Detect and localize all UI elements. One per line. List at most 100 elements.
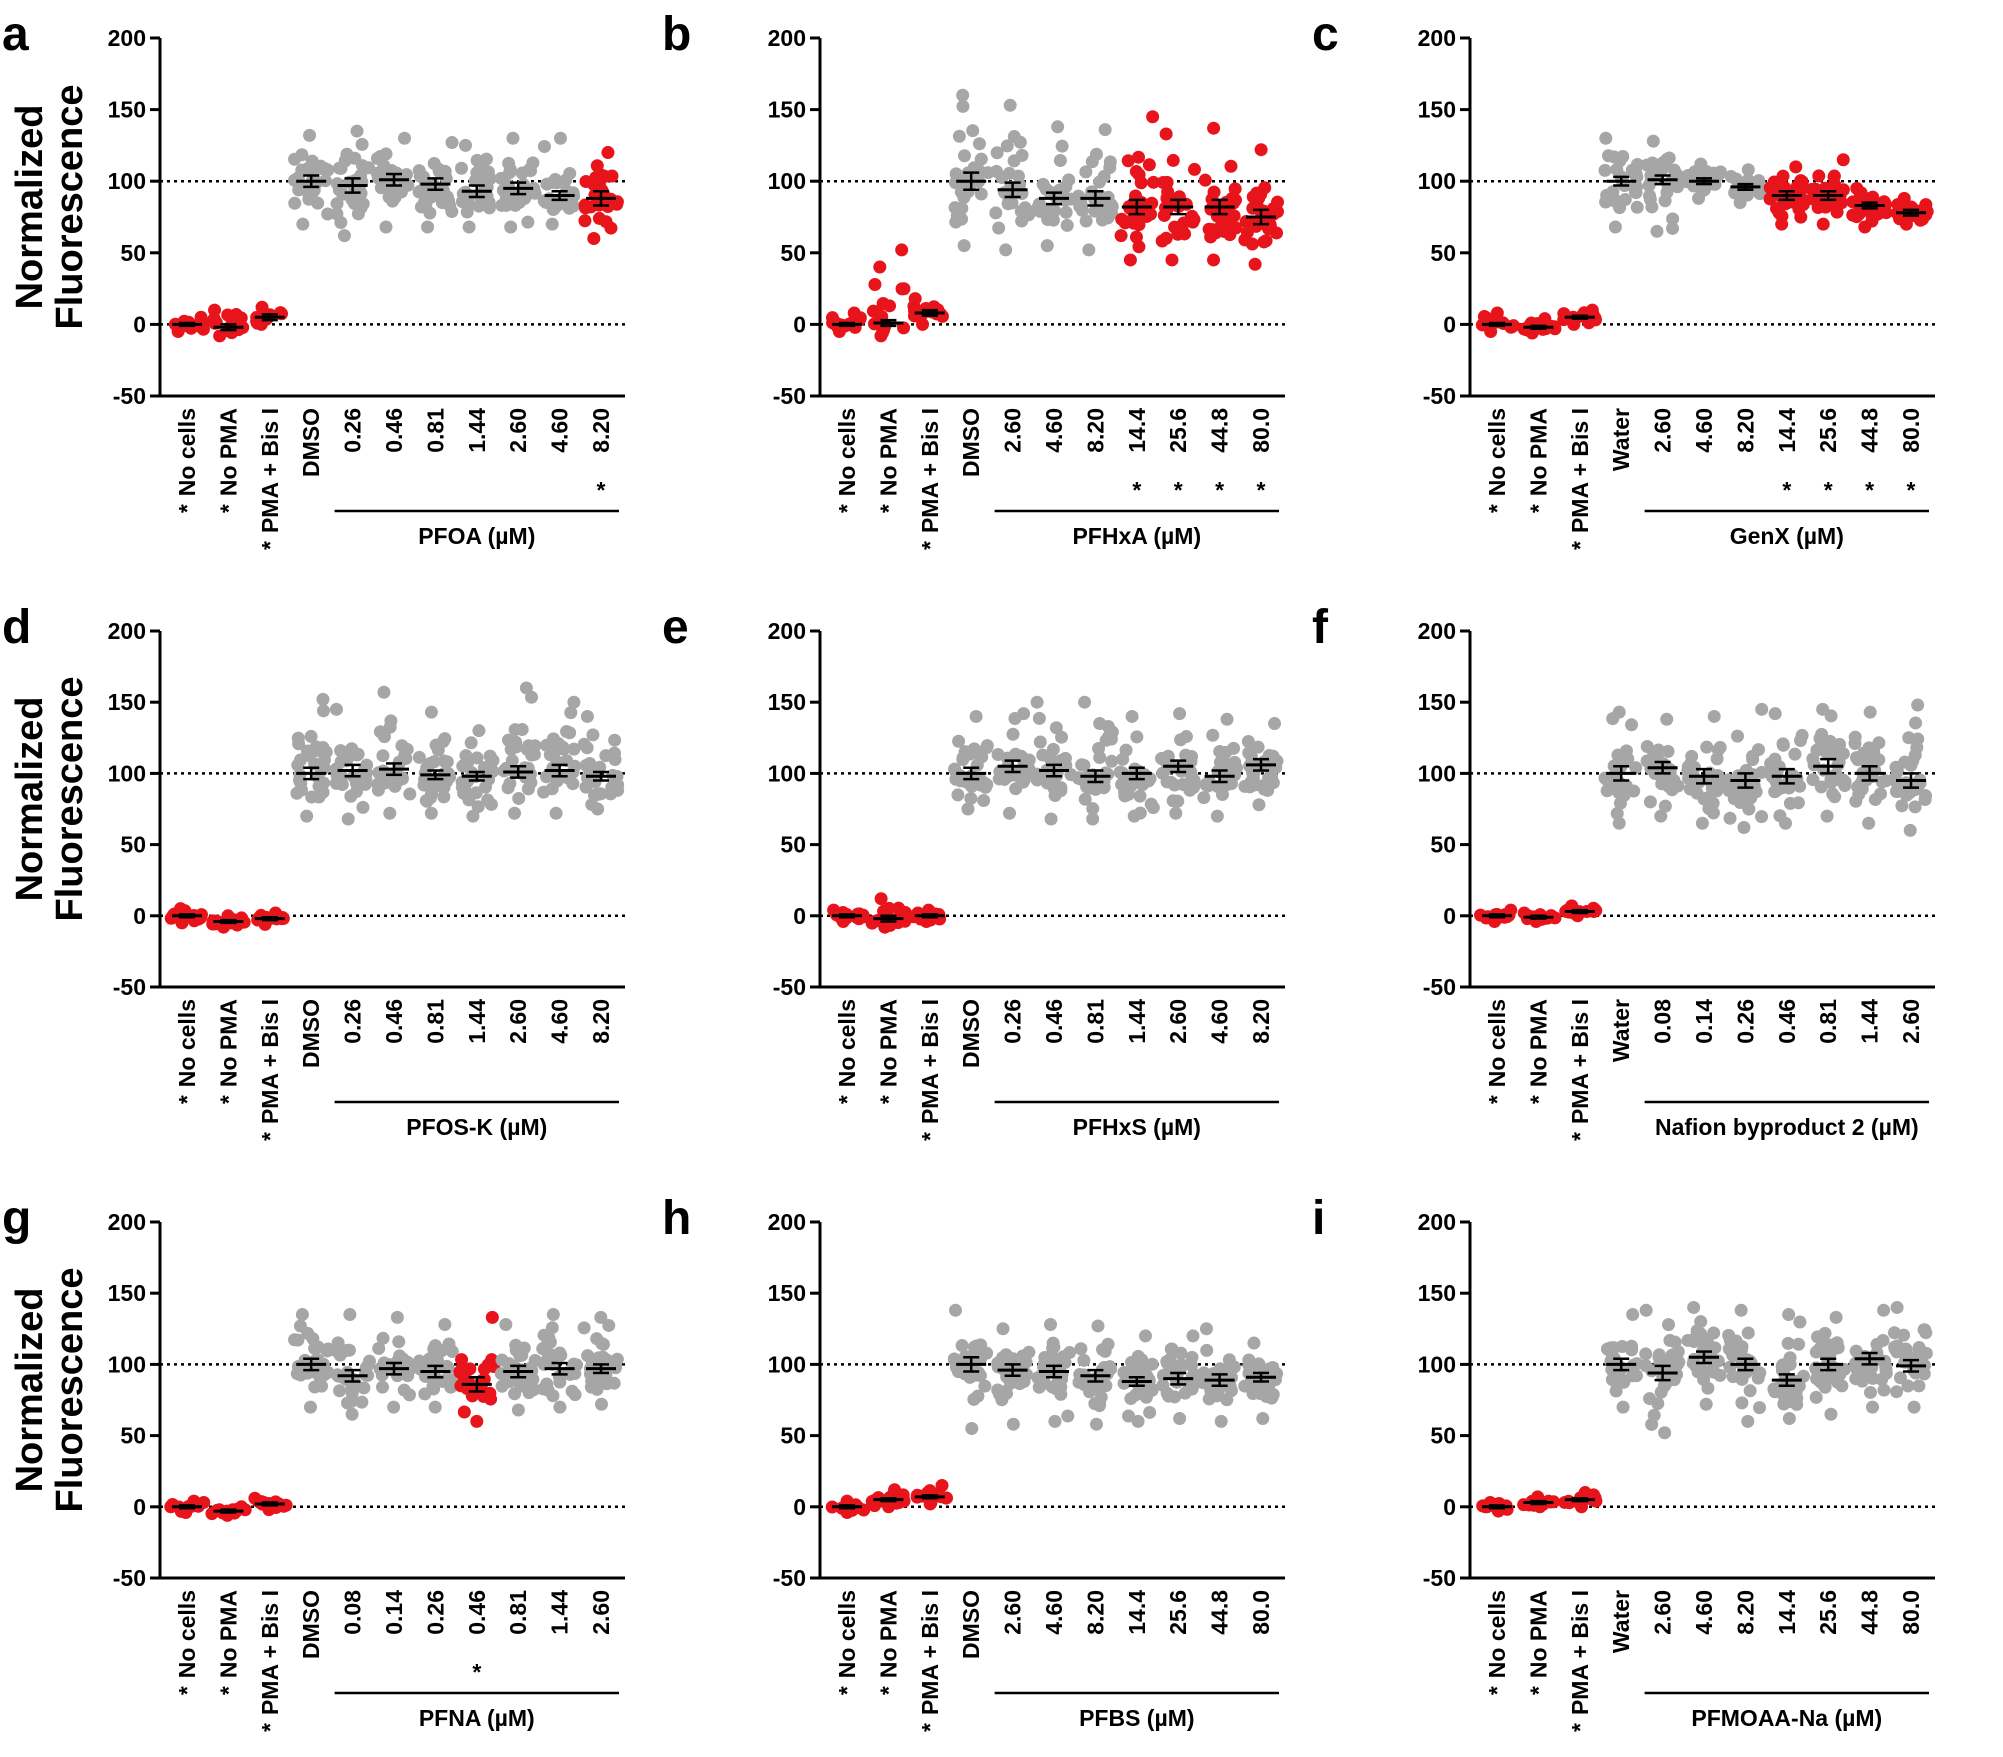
data-point: [1133, 789, 1147, 803]
data-point: [607, 746, 621, 760]
significance-star: *: [1484, 1095, 1510, 1104]
data-point: [1259, 234, 1273, 248]
data-point: [1266, 776, 1280, 790]
x-tick-label: 4.60: [547, 408, 573, 453]
data-point: [1097, 169, 1111, 183]
panel-label: d: [2, 601, 31, 654]
y-tick-label: 200: [1418, 25, 1456, 51]
significance-star: *: [1865, 477, 1874, 503]
data-point: [1044, 812, 1058, 826]
point-group: [1805, 153, 1850, 231]
point-group: [1640, 134, 1685, 238]
data-point: [1665, 1348, 1679, 1362]
significance-star: *: [834, 1686, 860, 1695]
data-point: [1726, 1348, 1740, 1362]
data-point: [428, 1400, 442, 1414]
data-point: [1227, 1360, 1241, 1374]
data-point: [1865, 1400, 1879, 1414]
data-point: [1767, 175, 1781, 189]
data-point: [397, 180, 411, 194]
x-tick-label: 14.4: [1774, 408, 1800, 453]
significance-star: *: [1525, 1686, 1551, 1695]
data-point: [1054, 781, 1068, 795]
data-point: [1201, 779, 1215, 793]
data-point: [1849, 1372, 1863, 1386]
x-tick-label: 0.46: [1774, 999, 1800, 1044]
data-point: [999, 243, 1013, 257]
data-point: [1003, 1376, 1017, 1390]
data-point: [601, 146, 615, 160]
data-point: [868, 1499, 882, 1513]
point-group: [1197, 712, 1243, 823]
data-point: [470, 153, 484, 167]
data-point: [1745, 749, 1759, 763]
y-tick-label: 200: [1418, 618, 1456, 644]
data-point: [455, 1353, 469, 1367]
data-point: [1747, 779, 1761, 793]
data-point: [1165, 253, 1179, 267]
group-label: PFOA (µM): [418, 523, 535, 549]
data-point: [1030, 695, 1044, 709]
data-point: [955, 201, 969, 215]
data-point: [1254, 143, 1268, 157]
data-point: [1245, 237, 1259, 251]
data-point: [972, 164, 986, 178]
data-point: [291, 758, 305, 772]
data-point: [1049, 721, 1063, 735]
data-point: [495, 1379, 509, 1393]
y-tick-label: -50: [1423, 974, 1456, 1000]
data-point: [355, 159, 369, 173]
data-point: [1629, 186, 1643, 200]
data-point: [1601, 149, 1615, 163]
data-point: [966, 124, 980, 138]
data-point: [1017, 204, 1031, 218]
data-point: [990, 146, 1004, 160]
y-tick-label: 100: [768, 760, 806, 786]
data-point: [1874, 787, 1888, 801]
data-point: [1133, 806, 1147, 820]
significance-star: *: [1525, 504, 1551, 513]
data-point: [304, 729, 318, 743]
significance-star: *: [174, 504, 200, 513]
data-point: [463, 1362, 477, 1376]
data-point: [1006, 1417, 1020, 1431]
data-point: [868, 278, 882, 292]
data-point: [1009, 747, 1023, 761]
data-point: [537, 139, 551, 153]
significance-star: *: [174, 1095, 200, 1104]
y-tick-label: 50: [1430, 832, 1456, 858]
data-point: [1044, 1318, 1058, 1332]
data-point: [454, 161, 468, 175]
data-point: [587, 231, 601, 245]
data-point: [1125, 709, 1139, 723]
data-point: [1654, 809, 1668, 823]
data-point: [481, 793, 495, 807]
point-group: [1030, 695, 1078, 826]
data-point: [1909, 716, 1923, 730]
panel-b: b -50 0 50 100 150 200 No cells * No PMA * PMA + Bi…: [662, 8, 1285, 550]
x-tick-label: 1.44: [1124, 999, 1150, 1044]
x-tick-label: No PMA: [875, 1590, 901, 1678]
data-point: [1821, 1372, 1835, 1386]
data-point: [1046, 1336, 1060, 1350]
x-tick-label: No PMA: [215, 999, 241, 1087]
data-point: [1008, 712, 1022, 726]
point-group: [948, 709, 994, 816]
data-point: [1820, 809, 1834, 823]
data-point: [1707, 709, 1721, 723]
x-tick-label: 44.8: [1857, 408, 1883, 453]
data-point: [1734, 1303, 1748, 1317]
data-point: [1173, 1412, 1187, 1426]
y-tick-label: -50: [113, 974, 146, 1000]
data-point: [1092, 741, 1106, 755]
data-point: [604, 221, 618, 235]
panel-label: e: [662, 601, 689, 654]
data-point: [1011, 169, 1025, 183]
data-point: [526, 156, 540, 170]
data-point: [419, 794, 433, 808]
data-point: [1830, 205, 1844, 219]
data-point: [562, 201, 576, 215]
data-point: [955, 1339, 969, 1353]
